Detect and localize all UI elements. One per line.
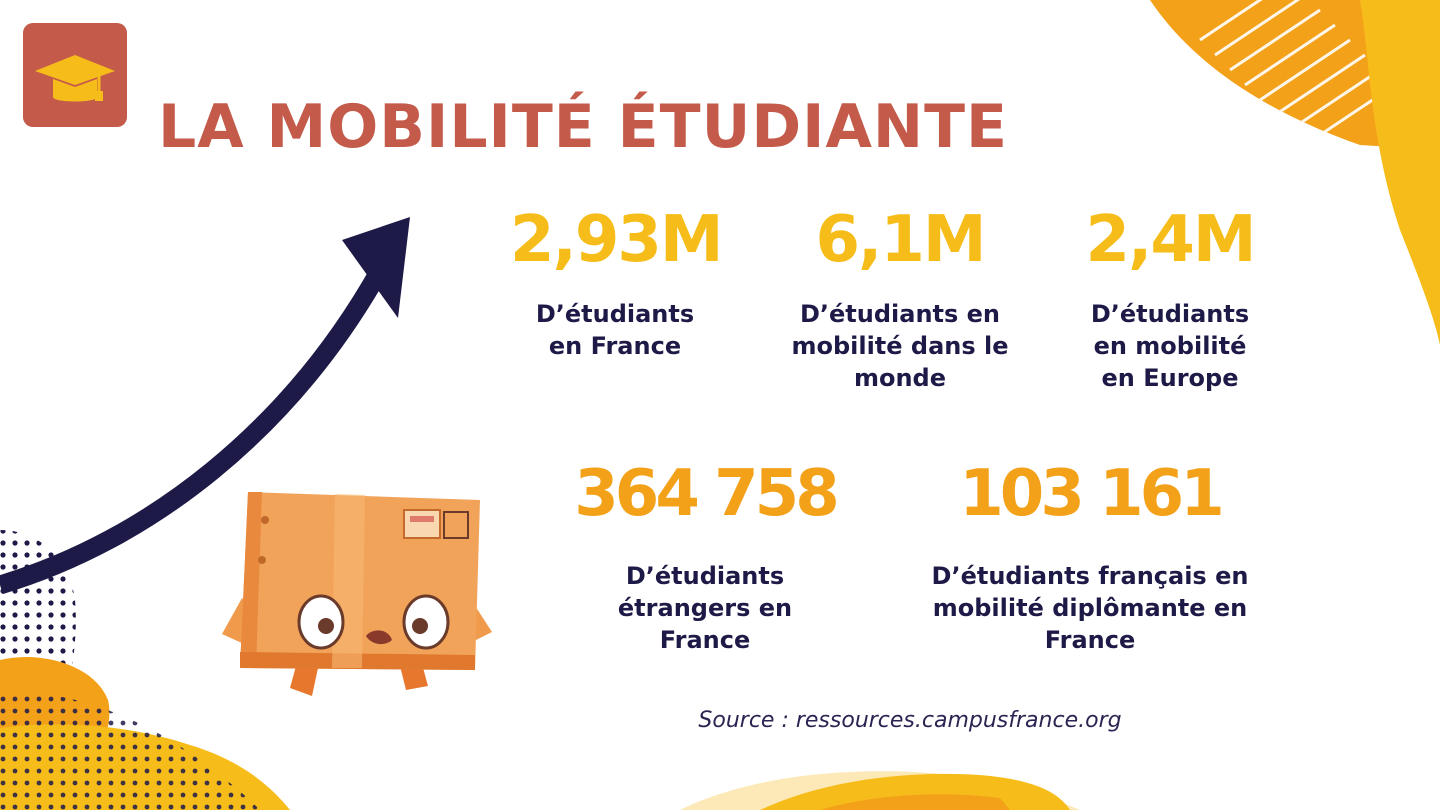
stat-label: D’étudiants en mobilité en Europe xyxy=(1090,300,1250,392)
arrow-head xyxy=(342,217,410,318)
stat-foreign-students-in-france: 364 758 D’étudiants étrangers en France xyxy=(545,462,865,656)
box-character-illustration xyxy=(222,492,492,696)
page-title: LA MOBILITÉ ÉTUDIANTE xyxy=(158,92,1009,162)
stat-value: 2,93M xyxy=(510,203,724,277)
stat-value: 6,1M xyxy=(815,203,986,277)
logo-badge xyxy=(23,23,127,127)
corner-blob-yellow xyxy=(1360,0,1440,345)
stat-students-in-france: 2,93M D’étudiants en France xyxy=(510,203,724,362)
rising-arrow xyxy=(0,265,389,595)
stat-french-degree-mobility: 103 161 D’étudiants français en mobilité… xyxy=(900,462,1280,656)
stat-students-mobility-world: 6,1M D’étudiants en mobilité dans le mon… xyxy=(780,208,1020,394)
graduation-cap-icon xyxy=(35,55,115,102)
stat-label: D’étudiants français en mobilité diplôma… xyxy=(931,562,1249,654)
stat-label: D’étudiants étrangers en France xyxy=(617,562,793,654)
source-citation: Source : ressources.campusfrance.org xyxy=(698,708,1122,733)
stat-students-mobility-europe: 2,4M D’étudiants en mobilité en Europe xyxy=(1060,208,1280,394)
stat-label: D’étudiants en France xyxy=(535,300,695,360)
stat-value: 364 758 xyxy=(574,457,839,531)
stat-value: 103 161 xyxy=(959,457,1224,531)
stat-label: D’étudiants en mobilité dans le monde xyxy=(791,300,1009,392)
stat-value: 2,4M xyxy=(1085,203,1256,277)
